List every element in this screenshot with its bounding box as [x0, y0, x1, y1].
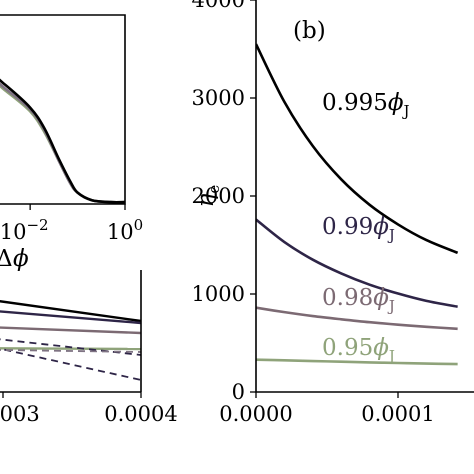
- panel-b-y-tick-label: 0: [232, 380, 245, 404]
- panel-a-series-line-2: [0, 326, 141, 335]
- panel-b-series-line-1: [256, 218, 458, 309]
- panel-b-series-label-1: 0.99ϕJ: [322, 214, 395, 244]
- inset-x-label-delta: Δ: [0, 246, 13, 272]
- panel-b-y-tick-label: 4000: [192, 0, 245, 12]
- inset-panel: 10−2 100 Δ ϕ: [0, 14, 143, 272]
- inset-series-line-2: [0, 78, 126, 204]
- inset-x-tick-label: 10−2: [0, 216, 49, 244]
- panel-b-y-ticks: 0 1000 2000 3000 4000: [192, 0, 256, 404]
- inset-x-label-phi: ϕ: [13, 246, 29, 272]
- inset-frame: [0, 14, 126, 205]
- inset-x-tick-label: 100: [107, 216, 143, 244]
- panel-b-x-tick-label: 0.0000: [219, 402, 292, 426]
- panel-b-series-line-2: [256, 306, 458, 331]
- panel-b-series-group: [256, 43, 459, 366]
- panel-b-y-tick-label: 2000: [192, 184, 245, 208]
- panel-b-y-tick-label: 3000: [192, 86, 245, 110]
- panel-a-x-tick-label: 0.0004: [104, 402, 177, 426]
- panel-b-y-label-text: ηe: [193, 185, 223, 208]
- panel-a-series-line-0: [0, 300, 141, 323]
- panel-a-series-group: [0, 300, 141, 381]
- panel-a-series-line-1: [0, 310, 141, 325]
- panel-b-series-labels: 0.995ϕJ 0.99ϕJ 0.98ϕJ 0.95ϕJ: [322, 90, 410, 365]
- panel-b-x-tick-label: 0.0001: [361, 402, 434, 426]
- inset-x-label: Δ ϕ: [0, 246, 29, 272]
- panel-b-series-line-3: [256, 358, 458, 366]
- panel-b-x-ticks: 0.0000 0.0001: [219, 392, 435, 426]
- panel-b-y-tick-label: 1000: [192, 282, 245, 306]
- panel-b-label: (b): [293, 18, 326, 44]
- panel-a-series-line-6: [0, 349, 141, 353]
- panel-b-series-label-3: 0.95ϕJ: [322, 335, 395, 365]
- inset-x-ticks: 10−2 100: [0, 204, 143, 244]
- panel-b-series-label-0: 0.995ϕJ: [322, 90, 410, 120]
- inset-series-line-1: [0, 82, 126, 204]
- panel-a-series-line-3: [0, 347, 141, 351]
- panel-b-series-label-2: 0.98ϕJ: [322, 285, 395, 315]
- panel-b: 0 1000 2000 3000 4000 0.0000 0.0001 (b) ηe 0.…: [192, 0, 474, 426]
- panel-b-series-line-0: [256, 43, 459, 255]
- panel-b-y-label: ηe: [193, 185, 223, 208]
- panel-b-axes: [255, 0, 474, 393]
- inset-series-line-0: [0, 84, 126, 204]
- inset-series-group: [0, 78, 126, 204]
